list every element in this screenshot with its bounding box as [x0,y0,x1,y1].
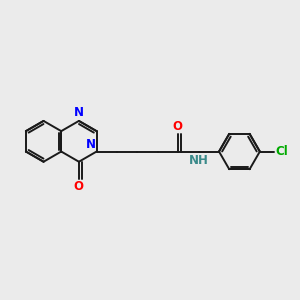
Text: N: N [74,106,84,119]
Text: O: O [172,120,182,133]
Text: N: N [85,137,96,151]
Text: O: O [73,180,83,193]
Text: NH: NH [189,154,208,167]
Text: Cl: Cl [275,145,288,158]
